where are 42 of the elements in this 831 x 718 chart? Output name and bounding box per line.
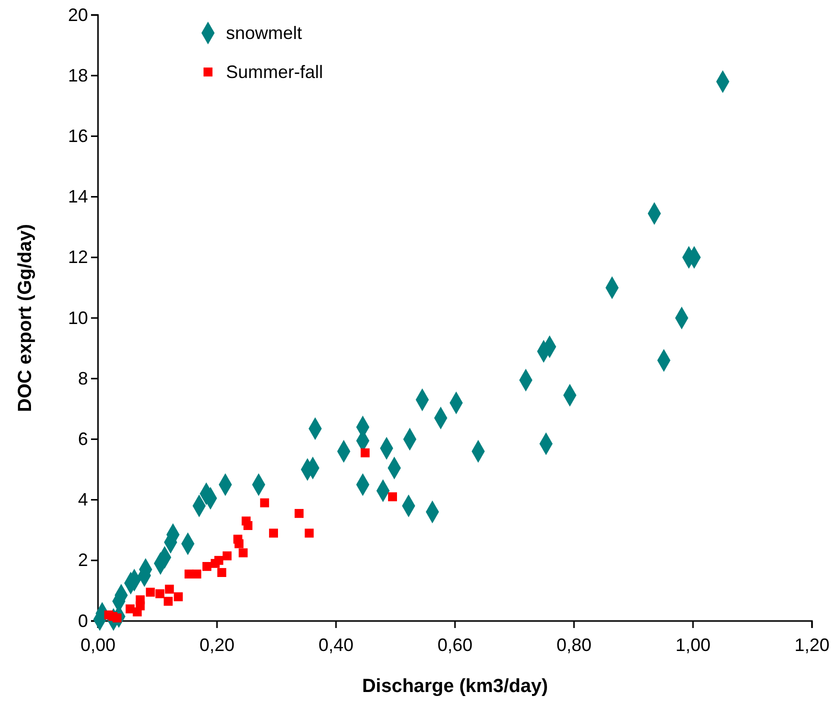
- point: [388, 492, 397, 502]
- y-tick-label: 10: [68, 308, 88, 328]
- x-tick-label: 0,60: [437, 634, 473, 655]
- y-tick-label: 12: [68, 247, 88, 268]
- point: [132, 607, 142, 616]
- point: [155, 589, 164, 598]
- point: [146, 588, 155, 597]
- point: [217, 568, 226, 577]
- point: [174, 592, 183, 602]
- y-tick-label: 0: [78, 610, 88, 631]
- point: [238, 548, 248, 558]
- x-axis-title: Discharge (km3/day): [362, 676, 548, 697]
- x-tick-label: 0,80: [556, 634, 592, 655]
- x-tick-label: 0,20: [199, 634, 235, 655]
- x-tick-label: 1,20: [794, 634, 830, 655]
- y-tick-label: 8: [78, 368, 88, 388]
- point: [260, 498, 270, 508]
- y-tick-label: 6: [78, 428, 88, 449]
- y-tick-label: 4: [78, 490, 88, 510]
- y-tick-label: 20: [68, 4, 88, 25]
- point: [202, 562, 212, 571]
- point: [243, 521, 252, 530]
- point: [222, 551, 232, 560]
- legend-label: snowmelt: [226, 23, 302, 43]
- y-tick-label: 16: [68, 126, 88, 146]
- point: [294, 508, 304, 518]
- y-axis-title: DOC export (Gg/day): [15, 224, 36, 412]
- legend-label: Summer-fall: [226, 62, 324, 82]
- point: [164, 596, 173, 606]
- x-tick-label: 0,40: [318, 634, 354, 655]
- y-tick-label: 2: [78, 550, 88, 570]
- y-tick-label: 14: [68, 186, 88, 207]
- point: [360, 448, 370, 458]
- x-tick-label: 0,00: [80, 634, 116, 655]
- y-tick-label: 18: [68, 65, 88, 86]
- x-tick-label: 1,00: [675, 634, 711, 655]
- point: [304, 528, 314, 538]
- point: [234, 539, 244, 548]
- point: [164, 584, 174, 594]
- point: [269, 528, 278, 538]
- point: [210, 558, 220, 568]
- point: [192, 570, 202, 579]
